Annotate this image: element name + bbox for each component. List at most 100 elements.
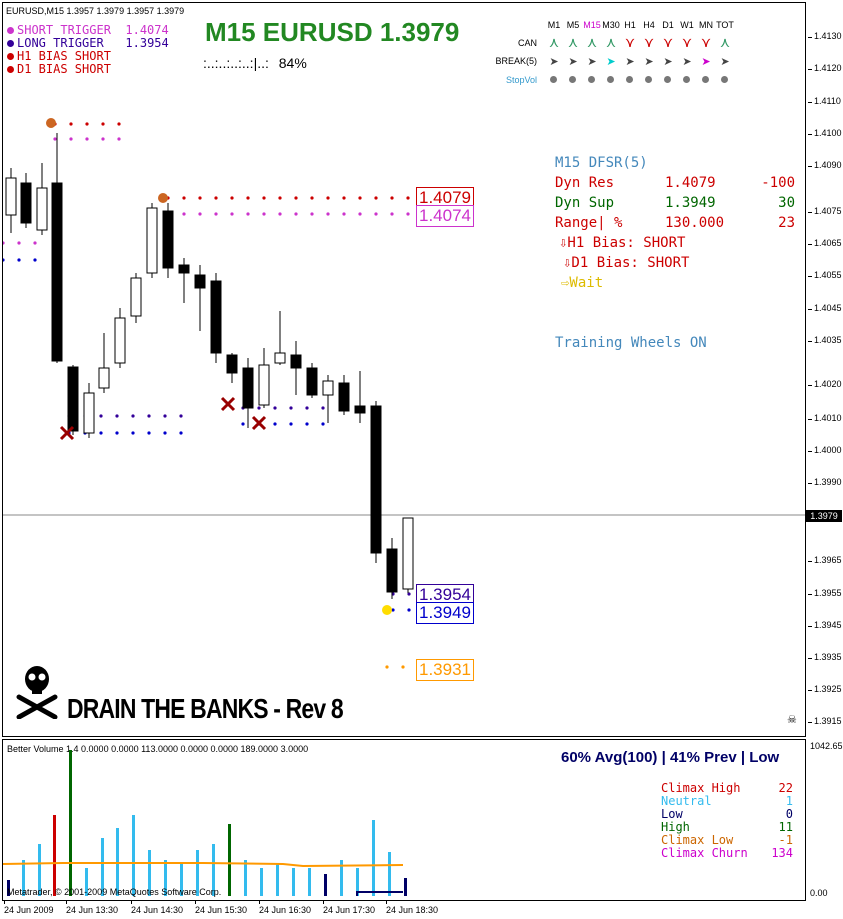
break-row-label: BREAK(5) bbox=[495, 56, 537, 66]
level-dot bbox=[342, 196, 346, 200]
volume-bar bbox=[276, 864, 279, 896]
level-dot bbox=[230, 196, 234, 200]
dyn-sup-label: Dyn Sup bbox=[555, 195, 615, 211]
tf-header-m30: M30 bbox=[602, 20, 620, 30]
date-tick: 24 Jun 17:30 bbox=[323, 900, 376, 915]
level-dot bbox=[289, 406, 293, 410]
long-trigger-dot bbox=[7, 40, 14, 47]
training-wheels-text: Training Wheels ON bbox=[555, 335, 707, 351]
level-dot bbox=[289, 422, 293, 426]
break-arrow-icon: ➤ bbox=[625, 56, 635, 68]
price-tick: 1.3955 bbox=[808, 588, 842, 598]
volume-bar bbox=[228, 824, 231, 896]
volume-stat-climax-low: Climax Low -1 bbox=[661, 833, 793, 847]
stopvol-dot-icon bbox=[607, 76, 614, 83]
level-dot bbox=[278, 212, 282, 216]
break-arrow-icon: ➤ bbox=[549, 56, 559, 68]
level-dot bbox=[294, 212, 298, 216]
level-dot bbox=[310, 212, 314, 216]
dyn-sup-pips: 30 bbox=[778, 195, 795, 211]
stopvol-dot-icon bbox=[664, 76, 671, 83]
volume-bar bbox=[132, 815, 135, 896]
legend-d1-bias: D1 BIAS SHORT bbox=[17, 62, 111, 76]
x-marker-3 bbox=[251, 415, 267, 431]
can-up-icon: ⋏ bbox=[586, 34, 598, 50]
price-tick: 1.4020 bbox=[808, 379, 842, 389]
level-dot bbox=[147, 414, 151, 418]
candle-body bbox=[51, 182, 63, 362]
level-dot bbox=[179, 414, 183, 418]
volume-stat-climax-churn: Climax Churn 134 bbox=[661, 846, 793, 860]
volume-bar bbox=[116, 828, 119, 896]
volume-bar bbox=[101, 838, 104, 896]
level-dot bbox=[262, 212, 266, 216]
level-dot bbox=[99, 431, 103, 435]
break-arrow-icon: ➤ bbox=[720, 56, 730, 68]
volume-bar bbox=[212, 844, 215, 896]
can-down-icon: ⋎ bbox=[624, 34, 636, 50]
d1-bias-text: ⇩D1 Bias: SHORT bbox=[563, 255, 690, 271]
cross-markers bbox=[59, 396, 267, 441]
price-tick: 1.4010 bbox=[808, 413, 842, 423]
short-trigger-dot bbox=[7, 27, 14, 34]
candle-body bbox=[386, 548, 398, 593]
price-tick: 1.4055 bbox=[808, 270, 842, 280]
stopvol-dot-icon bbox=[645, 76, 652, 83]
current-price-tag: 1.3979 bbox=[806, 510, 842, 522]
target-level-label: 1.3931 bbox=[416, 659, 474, 681]
candle-body bbox=[258, 364, 270, 406]
level-dot bbox=[147, 431, 151, 435]
level-dot bbox=[214, 212, 218, 216]
can-up-icon: ⋏ bbox=[605, 34, 617, 50]
break-arrow-icon: ➤ bbox=[644, 56, 654, 68]
level-dot bbox=[17, 258, 21, 262]
price-chart[interactable]: EURUSD,M15 1.3957 1.3979 1.3957 1.3979 M… bbox=[2, 2, 806, 737]
candle-body bbox=[194, 274, 206, 289]
can-down-icon: ⋎ bbox=[662, 34, 674, 50]
level-dot bbox=[33, 241, 37, 245]
progress-dots: :..:..:..:..:|..: bbox=[203, 55, 269, 71]
candle-body bbox=[114, 317, 126, 364]
pivot-marker-2 bbox=[158, 193, 168, 203]
legend-long-trigger: LONG TRIGGER 1.3954 bbox=[17, 36, 169, 50]
level-dot bbox=[69, 137, 73, 141]
date-tick: 24 Jun 15:30 bbox=[195, 900, 248, 915]
candle-body bbox=[210, 280, 222, 354]
candle-body bbox=[354, 405, 366, 414]
volume-bars bbox=[3, 750, 407, 896]
level-dot bbox=[407, 608, 411, 612]
price-tick: 1.4075 bbox=[808, 206, 842, 216]
long-trigger-level-label: 1.3954 bbox=[416, 584, 474, 606]
level-dot bbox=[33, 258, 37, 262]
break-arrow-icon: ➤ bbox=[701, 56, 711, 68]
price-tick: 1.4000 bbox=[808, 445, 842, 455]
price-tick: 1.3935 bbox=[808, 652, 842, 662]
level-dot bbox=[182, 196, 186, 200]
volume-bar bbox=[292, 868, 295, 896]
candle-body bbox=[83, 392, 95, 434]
volume-stat-neutral: Neutral 1 bbox=[661, 794, 793, 808]
volume-stat-low: Low 0 bbox=[661, 807, 793, 821]
volume-panel[interactable]: Better Volume 1.4 0.0000 0.0000 113.0000… bbox=[2, 739, 806, 901]
tf-header-h4: H4 bbox=[643, 20, 655, 30]
volume-bar bbox=[180, 864, 183, 896]
h1-bias-text: ⇩H1 Bias: SHORT bbox=[559, 235, 686, 251]
price-tick: 1.3990 bbox=[808, 477, 842, 487]
stopvol-dot-icon bbox=[683, 76, 690, 83]
candle-body bbox=[322, 380, 334, 396]
volume-bar bbox=[324, 874, 327, 896]
tf-header-w1: W1 bbox=[680, 20, 694, 30]
volume-bar bbox=[85, 868, 88, 896]
pivot-marker-3 bbox=[382, 605, 392, 615]
level-dot bbox=[115, 431, 119, 435]
level-dot bbox=[131, 414, 135, 418]
range-label: Range| % bbox=[555, 215, 623, 231]
low-volume-bracket bbox=[356, 891, 403, 896]
break-arrow-icon: ➤ bbox=[606, 56, 616, 68]
level-dot bbox=[374, 196, 378, 200]
level-dot bbox=[273, 422, 277, 426]
volume-bar bbox=[260, 868, 263, 896]
level-dot bbox=[326, 196, 330, 200]
level-dot bbox=[198, 196, 202, 200]
candle-body bbox=[290, 354, 302, 369]
